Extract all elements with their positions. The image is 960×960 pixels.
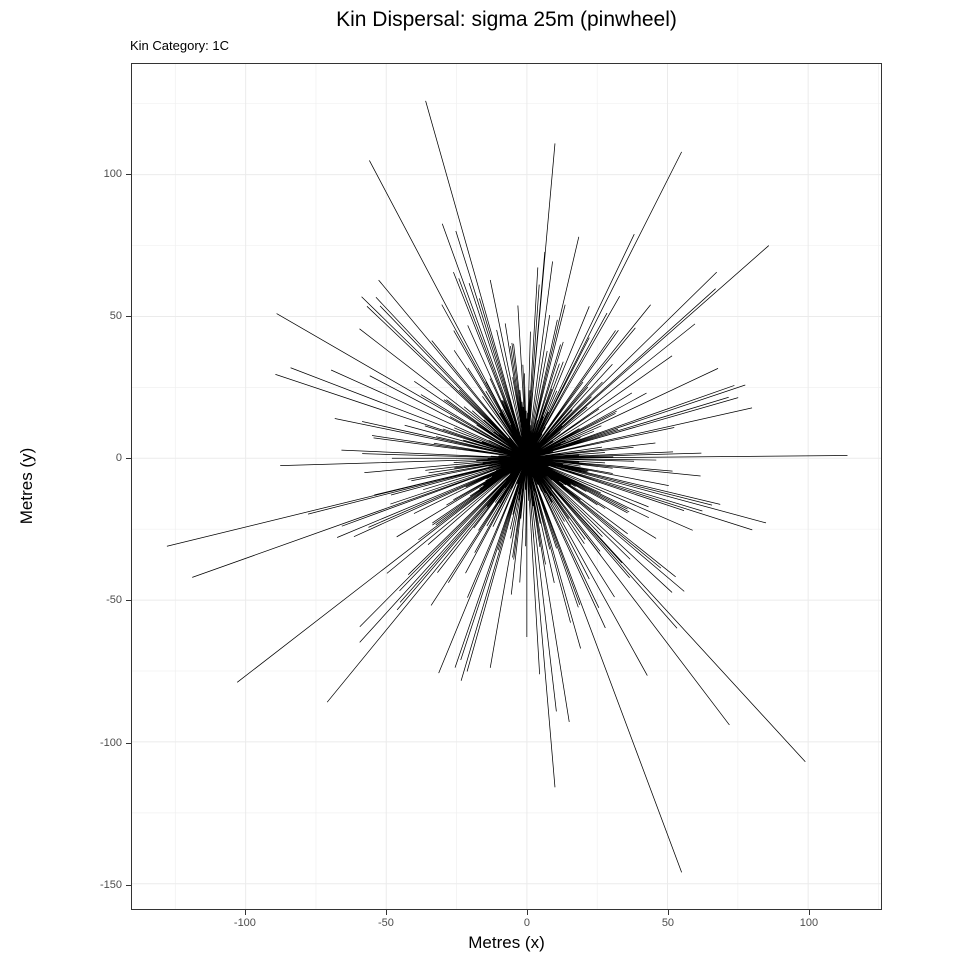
x-tick-label: 100 <box>799 917 819 929</box>
y-tick-mark <box>126 884 131 886</box>
y-tick-label: 50 <box>109 310 122 323</box>
x-tick-mark <box>244 910 246 915</box>
kin-dispersal-segments <box>166 100 848 873</box>
y-tick-mark <box>126 458 131 460</box>
y-tick-mark <box>126 173 131 175</box>
y-tick-label: 100 <box>103 167 122 180</box>
y-tick-mark <box>126 742 131 744</box>
y-tick-label: -50 <box>106 594 122 607</box>
x-tick-label: -100 <box>233 917 256 929</box>
y-tick-mark <box>126 600 131 602</box>
x-tick-label: 0 <box>523 917 530 929</box>
x-tick-mark <box>526 910 528 915</box>
gridlines-major <box>132 64 881 909</box>
y-tick-label: -100 <box>99 736 122 749</box>
chart-title: Kin Dispersal: sigma 25m (pinwheel) <box>336 8 677 31</box>
x-tick-mark <box>385 910 387 915</box>
y-tick-label: 0 <box>115 452 122 465</box>
y-tick-label: -150 <box>99 878 122 891</box>
x-tick-mark <box>667 910 669 915</box>
plot-area-svg <box>132 64 881 909</box>
plot-panel <box>131 63 882 910</box>
chart-subtitle: Kin Category: 1C <box>130 38 229 53</box>
x-axis-title: Metres (x) <box>468 933 545 952</box>
y-axis-title: Metres (y) <box>17 447 36 525</box>
x-tick-label: -50 <box>377 917 394 929</box>
x-tick-mark <box>808 910 810 915</box>
y-tick-mark <box>126 316 131 318</box>
gridlines-minor <box>132 64 881 909</box>
x-tick-label: 50 <box>661 917 675 929</box>
